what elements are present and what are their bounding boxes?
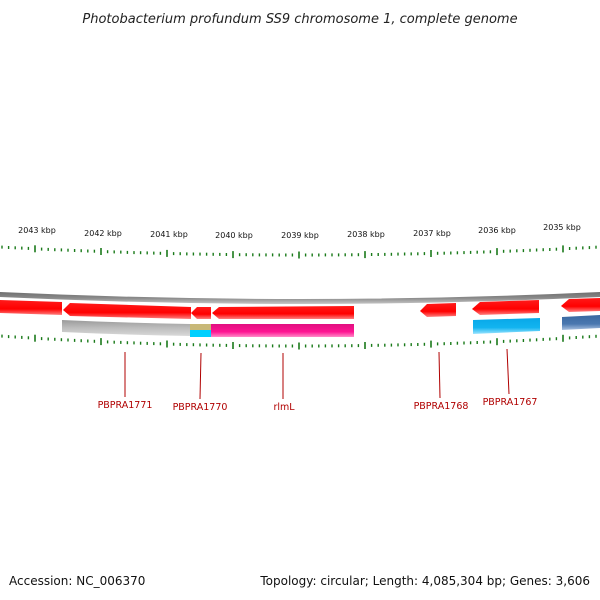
feature-bar-magenta [211, 324, 354, 337]
gene-label: PBPRA1767 [483, 397, 538, 408]
accession-text: Accession: NC_006370 [9, 574, 146, 588]
cds-arrow [472, 300, 539, 315]
scale-label: 2042 kbp [84, 229, 122, 238]
gene-label: PBPRA1770 [173, 402, 228, 413]
feature-bar-gray [62, 320, 190, 336]
feature-bar-blue [473, 318, 540, 334]
scale-label: 2037 kbp [413, 229, 451, 238]
feature-track [62, 315, 600, 337]
gene-labels: PBPRA1771 PBPRA1770 rlmL PBPRA1768 PBPRA… [98, 397, 538, 413]
scale-label: 2036 kbp [478, 226, 516, 235]
genome-summary-text: Topology: circular; Length: 4,085,304 bp… [260, 574, 590, 588]
feature-bar-olive [190, 324, 211, 330]
lower-tick-ring [1, 334, 597, 350]
leader-line [199, 352, 202, 400]
scale-label: 2041 kbp [150, 230, 188, 239]
upper-tick-ring [1, 245, 597, 259]
scale-labels: 2043 kbp 2042 kbp 2041 kbp 2040 kbp 2039… [18, 223, 581, 240]
feature-bar-cyan [190, 330, 211, 337]
gene-leaders [124, 348, 510, 400]
cds-arrow [63, 303, 191, 319]
cds-arrow [420, 303, 456, 317]
scale-label: 2038 kbp [347, 230, 385, 239]
cds-track [0, 298, 600, 319]
scale-label: 2043 kbp [18, 226, 56, 235]
cds-arrow [212, 306, 354, 319]
leader-line [438, 351, 441, 399]
feature-bar-steel [562, 315, 600, 330]
gene-label: rlmL [273, 402, 295, 413]
scale-label: 2039 kbp [281, 231, 319, 240]
cds-arrow [191, 307, 211, 319]
scale-label: 2035 kbp [543, 223, 581, 232]
scale-label: 2040 kbp [215, 231, 253, 240]
leader-line [506, 348, 510, 395]
cds-arrow [0, 300, 62, 315]
gene-label: PBPRA1771 [98, 400, 153, 411]
chromosome-backbone [0, 292, 600, 304]
map-title: Photobacterium profundum SS9 chromosome … [82, 12, 517, 27]
cds-arrow [561, 298, 600, 312]
gene-label: PBPRA1768 [414, 401, 469, 412]
